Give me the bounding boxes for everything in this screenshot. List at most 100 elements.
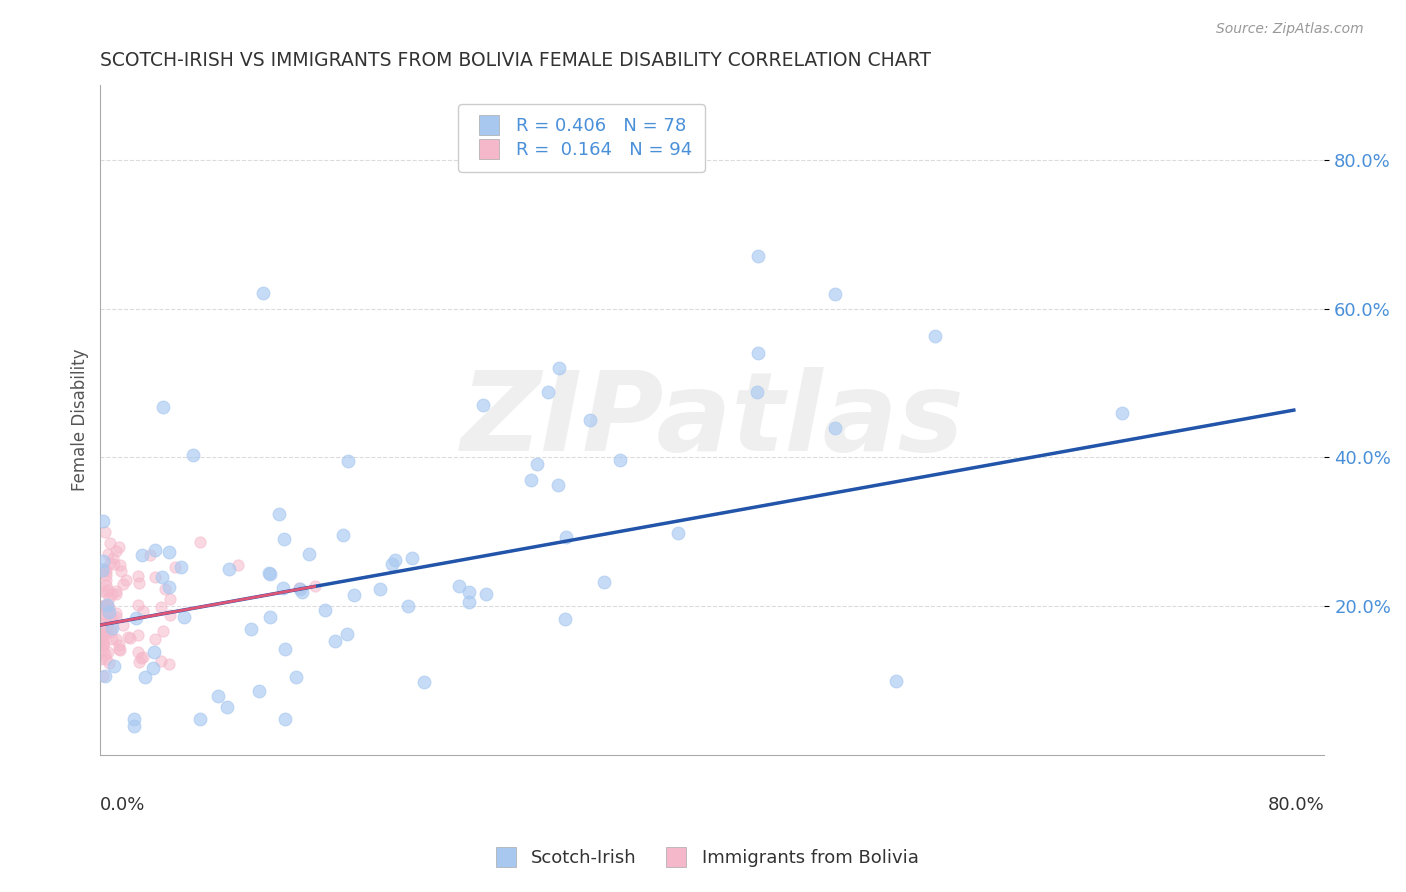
Point — [90, 627, 112, 641]
Point — [131, 548, 153, 562]
Point — [157, 580, 180, 594]
Point — [94, 562, 117, 576]
Point — [336, 454, 359, 468]
Point — [370, 582, 392, 596]
Point — [274, 712, 297, 726]
Point — [323, 633, 346, 648]
Point — [94, 669, 117, 683]
Point — [98, 536, 121, 550]
Point — [170, 560, 193, 574]
Point — [94, 578, 117, 592]
Point — [257, 566, 280, 580]
Point — [157, 545, 180, 559]
Point — [112, 577, 135, 591]
Point — [127, 645, 149, 659]
Point — [247, 684, 270, 698]
Point — [101, 621, 124, 635]
Point — [127, 628, 149, 642]
Point — [105, 609, 128, 624]
Legend: R = 0.406   N = 78, R =  0.164   N = 94: R = 0.406 N = 78, R = 0.164 N = 94 — [458, 104, 704, 172]
Point — [90, 630, 112, 644]
Point — [91, 637, 114, 651]
Point — [537, 384, 560, 399]
Point — [267, 508, 290, 522]
Point — [150, 570, 173, 584]
Point — [94, 585, 117, 599]
Point — [91, 669, 114, 683]
Point — [259, 610, 281, 624]
Point — [90, 628, 112, 642]
Point — [97, 582, 120, 597]
Point — [226, 558, 249, 572]
Point — [285, 670, 308, 684]
Point — [90, 652, 112, 666]
Point — [101, 587, 124, 601]
Point — [181, 448, 204, 462]
Point — [93, 599, 115, 614]
Point — [396, 599, 419, 614]
Point — [90, 633, 112, 648]
Point — [91, 644, 114, 658]
Point — [314, 603, 336, 617]
Point — [90, 629, 112, 643]
Point — [149, 654, 172, 668]
Point — [97, 606, 120, 620]
Point — [157, 657, 180, 671]
Point — [90, 563, 112, 577]
Point — [666, 525, 689, 540]
Point — [91, 554, 114, 568]
Point — [97, 656, 120, 670]
Point — [90, 634, 112, 648]
Point — [122, 718, 145, 732]
Point — [108, 558, 131, 572]
Point — [188, 534, 211, 549]
Point — [298, 547, 321, 561]
Point — [526, 458, 548, 472]
Point — [218, 562, 240, 576]
Point — [555, 530, 578, 544]
Point — [163, 559, 186, 574]
Point — [94, 573, 117, 587]
Point — [91, 607, 114, 621]
Point — [127, 598, 149, 612]
Text: Source: ZipAtlas.com: Source: ZipAtlas.com — [1216, 22, 1364, 37]
Point — [97, 591, 120, 606]
Point — [125, 611, 148, 625]
Point — [824, 286, 846, 301]
Point — [884, 673, 907, 688]
Point — [142, 661, 165, 675]
Point — [152, 401, 174, 415]
Point — [103, 558, 125, 572]
Point — [91, 514, 114, 528]
Point — [91, 584, 114, 599]
Point — [252, 285, 274, 300]
Point — [304, 579, 326, 593]
Point — [128, 575, 150, 590]
Point — [93, 647, 115, 661]
Point — [107, 638, 129, 652]
Point — [117, 630, 139, 644]
Y-axis label: Female Disability: Female Disability — [72, 349, 89, 491]
Point — [94, 568, 117, 582]
Point — [824, 420, 846, 434]
Point — [94, 611, 117, 625]
Point — [343, 588, 366, 602]
Point — [132, 650, 155, 665]
Point — [1111, 406, 1133, 420]
Point — [94, 598, 117, 612]
Point — [91, 599, 114, 614]
Point — [134, 670, 156, 684]
Point — [747, 249, 769, 263]
Point — [554, 612, 576, 626]
Point — [609, 453, 631, 467]
Point — [94, 524, 117, 539]
Point — [128, 656, 150, 670]
Legend: Scotch-Irish, Immigrants from Bolivia: Scotch-Irish, Immigrants from Bolivia — [481, 842, 925, 874]
Point — [132, 604, 155, 618]
Point — [107, 641, 129, 656]
Point — [143, 543, 166, 558]
Point — [520, 473, 543, 487]
Point — [96, 605, 118, 619]
Point — [548, 361, 571, 376]
Point — [139, 548, 162, 562]
